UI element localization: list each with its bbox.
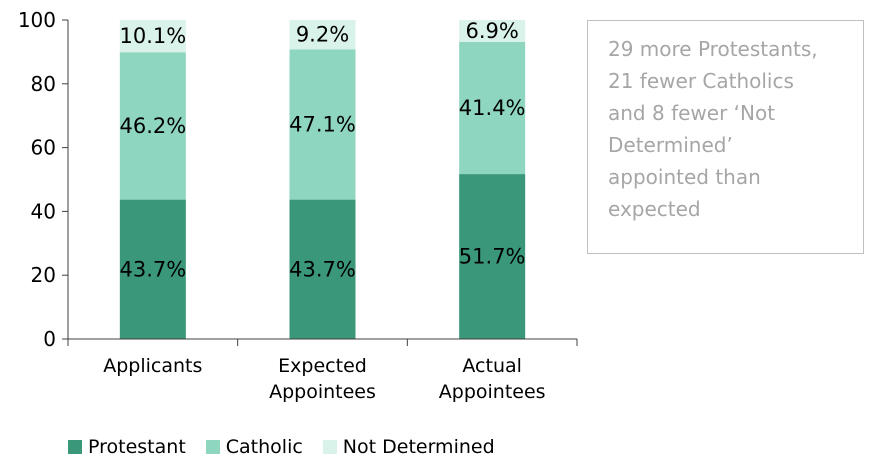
legend-item-protestant: Protestant <box>68 436 186 458</box>
annotation-line: appointed than <box>608 165 761 189</box>
data-label-protestant: 43.7% <box>289 257 356 281</box>
annotation-line: Determined’ <box>608 133 733 157</box>
legend-swatch-catholic <box>205 440 220 454</box>
bar-catholic <box>459 42 526 175</box>
y-tick-label: 100 <box>18 8 56 32</box>
bar-not-determined <box>119 20 186 53</box>
legend-label-catholic: Catholic <box>225 436 303 458</box>
bar-catholic <box>289 49 356 200</box>
legend-label-not-determined: Not Determined <box>342 436 495 458</box>
annotation-line: 29 more Protestants, <box>608 37 818 61</box>
legend: Protestant Catholic Not Determined <box>68 436 515 458</box>
data-label-catholic: 41.4% <box>459 96 526 120</box>
annotation-box: 29 more Protestants, 21 fewer Catholics … <box>587 20 864 254</box>
legend-item-not-determined: Not Determined <box>322 436 495 458</box>
x-category-label: Applicants <box>103 355 202 377</box>
bar-protestant <box>459 174 526 339</box>
x-category-label: Expected <box>278 355 367 377</box>
bar-catholic <box>119 52 186 200</box>
legend-swatch-protestant <box>68 440 82 454</box>
y-tick-label: 40 <box>31 199 56 223</box>
bar-not-determined <box>459 20 526 43</box>
x-category-label: Appointees <box>439 381 546 403</box>
data-label-not-determined: 9.2% <box>296 23 349 47</box>
data-label-not-determined: 6.9% <box>465 19 518 43</box>
bar-protestant <box>119 199 186 339</box>
annotation-line: expected <box>608 197 701 221</box>
bar-protestant <box>289 199 356 339</box>
annotation-line: 21 fewer Catholics <box>608 69 794 93</box>
data-label-catholic: 47.1% <box>289 112 356 136</box>
y-tick-label: 0 <box>43 327 56 351</box>
legend-swatch-not-determined <box>322 440 337 454</box>
legend-item-catholic: Catholic <box>205 436 303 458</box>
data-label-protestant: 51.7% <box>459 245 526 269</box>
data-label-protestant: 43.7% <box>119 257 186 281</box>
x-category-label: Actual <box>462 355 522 377</box>
data-label-not-determined: 10.1% <box>119 24 186 48</box>
legend-label-protestant: Protestant <box>88 436 186 458</box>
data-label-catholic: 46.2% <box>119 114 186 138</box>
x-category-label: Appointees <box>269 381 376 403</box>
y-tick-label: 60 <box>31 136 56 160</box>
y-tick-label: 80 <box>31 72 56 96</box>
y-tick-label: 20 <box>31 263 56 287</box>
bar-not-determined <box>289 20 356 50</box>
annotation-line: and 8 fewer ‘Not <box>608 101 776 125</box>
